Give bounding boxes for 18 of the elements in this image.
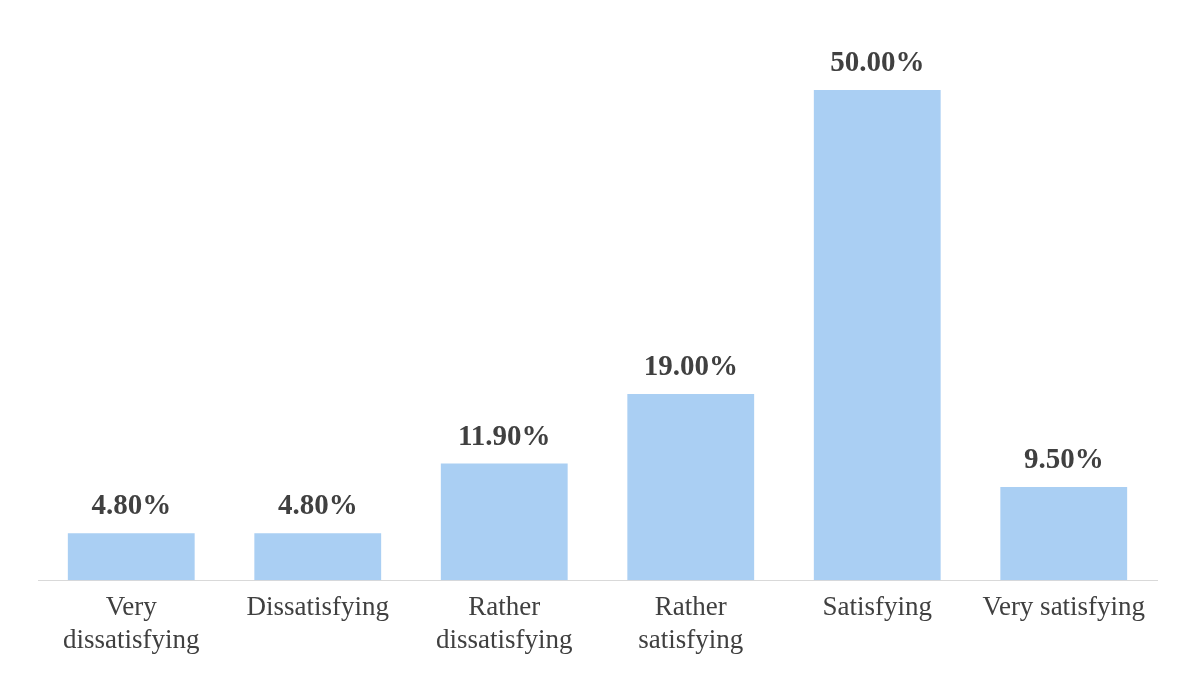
bar [627, 393, 755, 581]
bar [1000, 487, 1128, 581]
x-tick-label: Rather satisfying [638, 591, 744, 654]
data-label: 4.80% [91, 488, 172, 521]
bar [254, 533, 382, 581]
x-tick-label: Very dissatisfying [62, 591, 200, 654]
data-label: 11.90% [457, 418, 551, 451]
bar [440, 463, 568, 581]
data-label: 9.50% [1023, 442, 1104, 475]
data-label: 50.00% [830, 44, 925, 77]
data-label: 19.00% [643, 348, 738, 381]
x-tick-label: Rather dissatisfying [435, 591, 573, 654]
x-tick-label: Dissatisfying [246, 591, 390, 622]
bar [813, 90, 941, 581]
x-tick-label: Very satisfying [982, 591, 1146, 622]
bar [67, 533, 195, 581]
x-tick-label: Satisfying [822, 591, 933, 622]
data-label: 4.80% [277, 488, 358, 521]
